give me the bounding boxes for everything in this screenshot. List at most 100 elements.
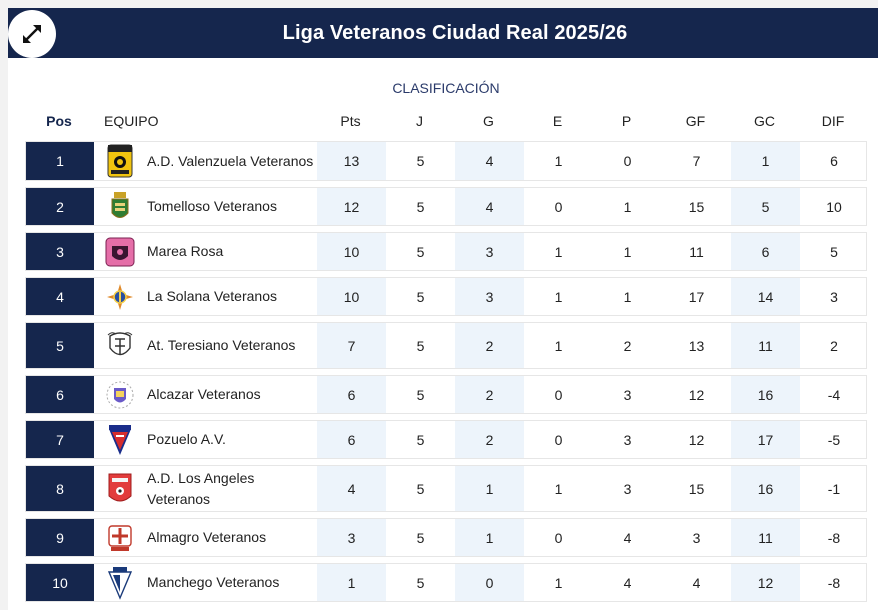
gc-cell: 14 bbox=[731, 278, 800, 315]
team-name[interactable]: Marea Rosa bbox=[147, 243, 224, 259]
table-row[interactable]: 7 Pozuelo A.V. 6 5 2 0 3 12 17 -5 bbox=[25, 420, 867, 459]
j-cell: 5 bbox=[416, 431, 425, 448]
table-row[interactable]: 6 Alcazar Veteranos 6 5 2 0 3 12 16 -4 bbox=[25, 375, 867, 414]
dif-cell: 2 bbox=[830, 337, 838, 354]
position-cell: 1 bbox=[26, 142, 94, 180]
j-cell: 5 bbox=[416, 574, 425, 591]
gf-cell: 7 bbox=[692, 153, 701, 169]
pts-cell: 4 bbox=[317, 466, 386, 511]
tomelloso-crest-icon bbox=[104, 188, 136, 225]
gc-cell: 16 bbox=[731, 376, 800, 413]
pts-cell: 1 bbox=[317, 564, 386, 601]
valenzuela-crest-icon bbox=[104, 142, 136, 180]
table-row[interactable]: 9 Almagro Veteranos 3 5 1 0 4 3 11 -8 bbox=[25, 518, 867, 557]
gf-cell: 4 bbox=[692, 574, 701, 591]
position-cell: 6 bbox=[26, 376, 94, 413]
col-gc[interactable]: GC bbox=[754, 113, 775, 129]
p-cell: 3 bbox=[623, 431, 632, 448]
dif-cell: 3 bbox=[830, 288, 838, 305]
teresiano-crest-icon bbox=[104, 323, 136, 368]
col-p[interactable]: P bbox=[621, 113, 632, 129]
dif-cell: -8 bbox=[827, 529, 841, 546]
col-gf[interactable]: GF bbox=[685, 113, 706, 129]
col-e[interactable]: E bbox=[552, 113, 563, 129]
p-cell: 0 bbox=[623, 153, 632, 169]
e-cell: 0 bbox=[554, 529, 563, 546]
table-row[interactable]: 1 A.D. Valenzuela Veteranos 13 5 4 1 0 7 1 6 bbox=[25, 141, 867, 181]
table-row[interactable]: 8 A.D. Los Angeles Veteranos 4 5 1 1 3 15 16 -1 bbox=[25, 465, 867, 512]
j-cell: 5 bbox=[416, 243, 425, 260]
table-row[interactable]: 2 Tomelloso Veteranos 12 5 4 0 1 15 5 10 bbox=[25, 187, 867, 226]
page-title: Liga Veteranos Ciudad Real 2025/26 bbox=[282, 21, 628, 44]
j-cell: 5 bbox=[416, 386, 425, 403]
table-row[interactable]: 3 Marea Rosa 10 5 3 1 1 11 6 5 bbox=[25, 232, 867, 271]
col-j[interactable]: J bbox=[416, 113, 423, 129]
col-team[interactable]: EQUIPO bbox=[104, 113, 159, 129]
p-cell: 2 bbox=[623, 337, 632, 354]
pts-cell: 6 bbox=[317, 376, 386, 413]
position-cell: 5 bbox=[26, 323, 94, 368]
g-cell: 4 bbox=[455, 142, 524, 180]
pts-cell: 10 bbox=[317, 233, 386, 270]
g-cell: 2 bbox=[455, 421, 524, 458]
p-cell: 4 bbox=[623, 529, 632, 546]
team-name[interactable]: A.D. Valenzuela Veteranos bbox=[147, 152, 314, 169]
table-subtitle: CLASIFICACIÓN bbox=[392, 80, 500, 96]
pts-cell: 3 bbox=[317, 519, 386, 556]
gf-cell: 12 bbox=[688, 386, 705, 403]
position-cell: 10 bbox=[26, 564, 94, 601]
col-pts[interactable]: Pts bbox=[340, 113, 361, 129]
team-name[interactable]: Pozuelo A.V. bbox=[147, 431, 226, 447]
j-cell: 5 bbox=[416, 153, 425, 169]
dif-cell: -1 bbox=[827, 480, 841, 497]
gc-cell: 16 bbox=[731, 466, 800, 511]
dif-cell: 5 bbox=[830, 243, 838, 260]
col-g[interactable]: G bbox=[483, 113, 494, 129]
gf-cell: 17 bbox=[688, 288, 705, 305]
team-name[interactable]: Manchego Veteranos bbox=[147, 574, 280, 590]
expand-button[interactable] bbox=[8, 10, 56, 58]
position-cell: 2 bbox=[26, 188, 94, 225]
col-dif[interactable]: DIF bbox=[821, 113, 845, 129]
col-pos[interactable]: Pos bbox=[46, 113, 72, 129]
g-cell: 2 bbox=[455, 323, 524, 368]
e-cell: 0 bbox=[554, 431, 563, 448]
gc-cell: 1 bbox=[731, 142, 800, 180]
position-cell: 8 bbox=[26, 466, 94, 511]
p-cell: 1 bbox=[623, 243, 632, 260]
dif-cell: -5 bbox=[827, 431, 841, 448]
team-name[interactable]: La Solana Veteranos bbox=[147, 288, 277, 304]
team-name[interactable]: Almagro Veteranos bbox=[147, 529, 267, 545]
j-cell: 5 bbox=[416, 529, 425, 546]
pts-cell: 10 bbox=[317, 278, 386, 315]
gc-cell: 6 bbox=[731, 233, 800, 270]
team-name[interactable]: Tomelloso Veteranos bbox=[147, 198, 277, 214]
table-row[interactable]: 4 La Solana Veteranos 10 5 3 1 1 17 14 3 bbox=[25, 277, 867, 316]
e-cell: 0 bbox=[554, 386, 563, 403]
header-bar: Liga Veteranos Ciudad Real 2025/26 bbox=[8, 8, 878, 58]
g-cell: 1 bbox=[455, 519, 524, 556]
g-cell: 0 bbox=[455, 564, 524, 601]
position-cell: 7 bbox=[26, 421, 94, 458]
standings-rows: 1 A.D. Valenzuela Veteranos 13 5 4 1 0 7 1 6 2 Tome… bbox=[25, 141, 867, 602]
table-row[interactable]: 5 At. Teresiano Veteranos 7 5 2 1 2 13 11 2 bbox=[25, 322, 867, 369]
gc-cell: 5 bbox=[731, 188, 800, 225]
e-cell: 1 bbox=[554, 153, 563, 169]
dif-cell: -8 bbox=[827, 574, 841, 591]
team-name[interactable]: At. Teresiano Veteranos bbox=[147, 337, 296, 353]
gc-cell: 17 bbox=[731, 421, 800, 458]
almagro-crest-icon bbox=[104, 519, 136, 556]
standings-panel: Liga Veteranos Ciudad Real 2025/26 CLASI… bbox=[8, 8, 878, 610]
dif-cell: 6 bbox=[830, 153, 838, 169]
g-cell: 4 bbox=[455, 188, 524, 225]
team-name[interactable]: Alcazar Veteranos bbox=[147, 386, 261, 402]
gf-cell: 13 bbox=[688, 337, 705, 354]
e-cell: 1 bbox=[554, 337, 563, 354]
g-cell: 3 bbox=[455, 278, 524, 315]
team-name[interactable]: A.D. Los Angeles Veteranos bbox=[147, 469, 255, 507]
table-row[interactable]: 10 Manchego Veteranos 1 5 0 1 4 4 12 -8 bbox=[25, 563, 867, 602]
j-cell: 5 bbox=[416, 337, 425, 354]
g-cell: 2 bbox=[455, 376, 524, 413]
p-cell: 1 bbox=[623, 288, 632, 305]
table-header: Pos EQUIPO Pts J G E P GF GC DIF bbox=[25, 110, 867, 132]
